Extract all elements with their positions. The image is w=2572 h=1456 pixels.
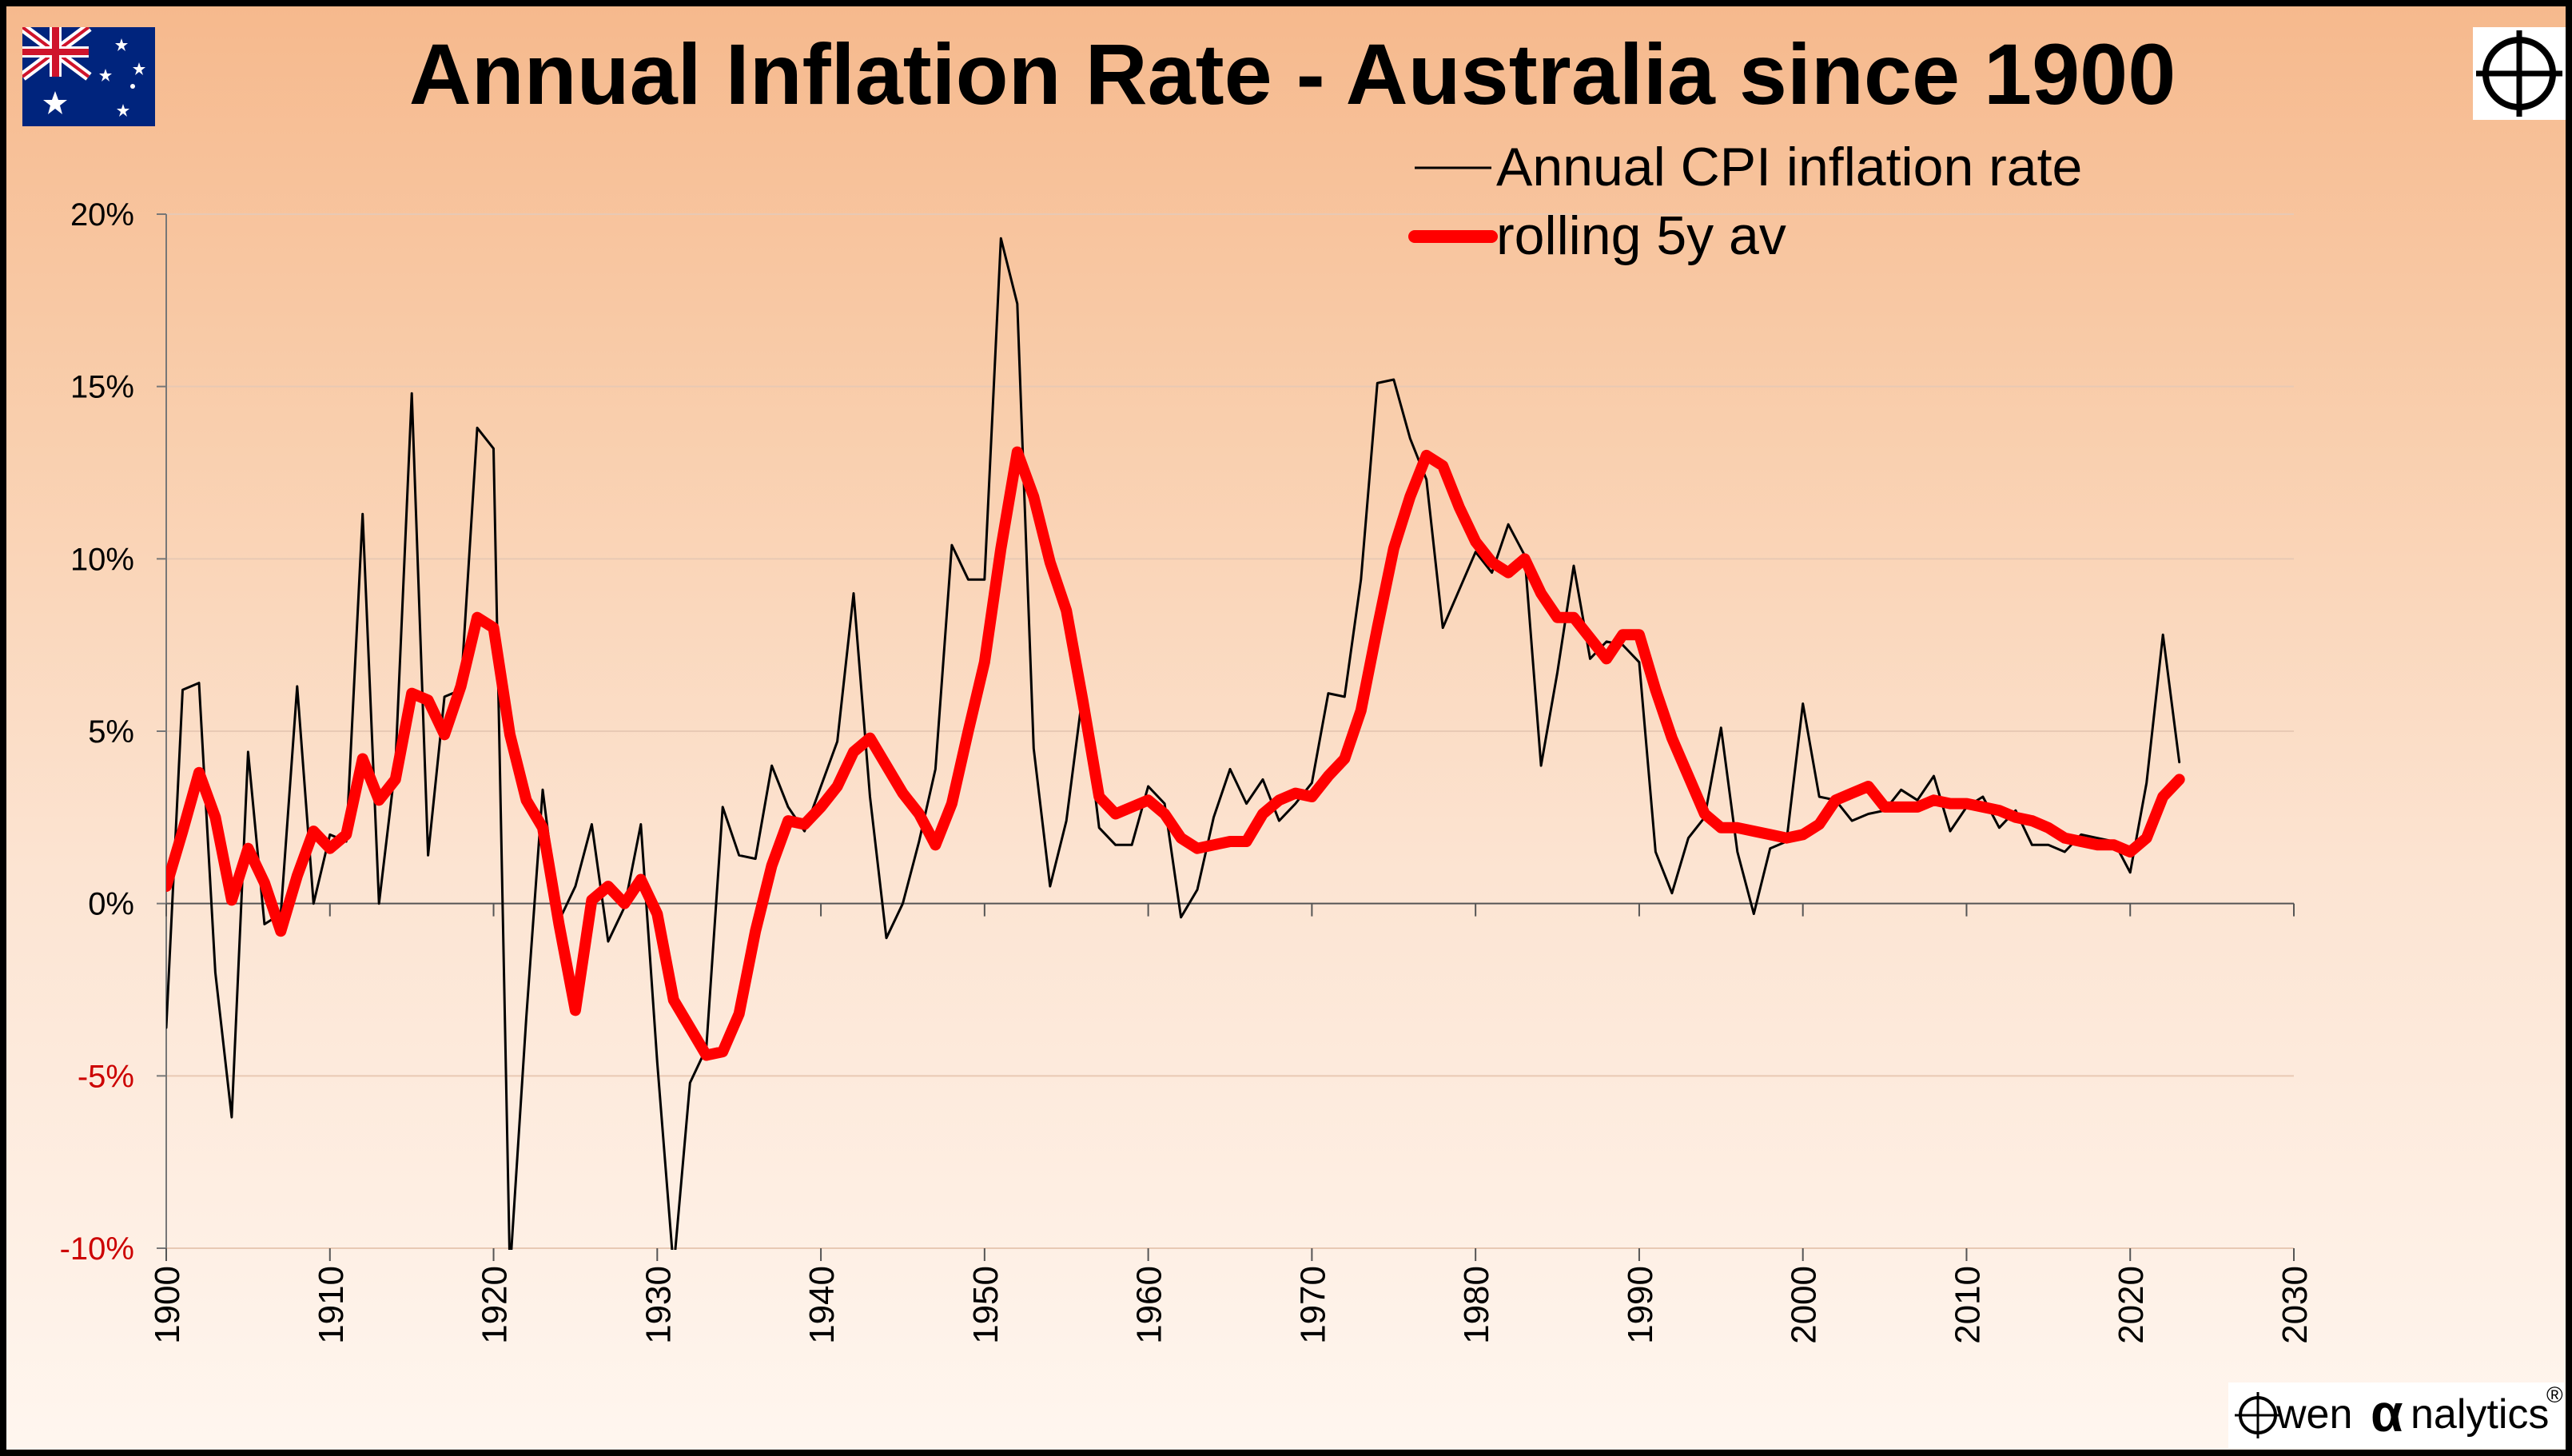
- x-tick-label: 1900: [148, 1266, 187, 1344]
- y-tick-label: 0%: [88, 887, 134, 922]
- x-tick-label: 1930: [639, 1266, 678, 1344]
- x-tick-label: 1910: [312, 1266, 351, 1344]
- x-tick-label: 1920: [476, 1266, 515, 1344]
- legend-label: rolling 5y av: [1496, 205, 1786, 266]
- y-tick-label: -10%: [60, 1231, 134, 1267]
- registered-mark: ®: [2546, 1382, 2563, 1407]
- x-tick-label: 1970: [1293, 1266, 1332, 1344]
- x-tick-label: 2010: [1948, 1266, 1987, 1344]
- line-chart: 20% 15% 10% 5% 0% -5% -10% 1900 1910 1920 1930 1940…: [60, 137, 2315, 1344]
- x-tick-label: 2030: [2275, 1266, 2315, 1344]
- x-tick-label: 1990: [1621, 1266, 1660, 1344]
- y-tick-label: 5%: [88, 714, 134, 750]
- x-tick-label: 1960: [1130, 1266, 1169, 1344]
- rolling-average-series-line: [166, 446, 2185, 1061]
- annual-cpi-series-line: [166, 237, 2181, 1250]
- australia-flag-icon: [22, 27, 155, 126]
- x-tick-label: 1950: [966, 1266, 1005, 1344]
- x-tick-label: 1980: [1457, 1266, 1496, 1344]
- brand-alpha: α: [2371, 1383, 2403, 1442]
- x-tick-label: 2000: [1785, 1266, 1824, 1344]
- brand-crosshair-icon: [2235, 1392, 2281, 1438]
- owen-analytics-watermark: wen α nalytics ®: [2228, 1382, 2564, 1448]
- x-tick-label: 2020: [2112, 1266, 2151, 1344]
- crosshair-circle-icon: [2473, 27, 2566, 120]
- y-tick-label: 20%: [70, 197, 134, 233]
- y-tick-label: 10%: [70, 542, 134, 577]
- x-tick-label: 1940: [802, 1266, 842, 1344]
- brand-text-right: nalytics: [2411, 1391, 2550, 1438]
- y-tick-label: 15%: [70, 370, 134, 405]
- y-tick-label: -5%: [78, 1059, 134, 1094]
- brand-text-left: wen: [2276, 1391, 2353, 1438]
- chart-title: Annual Inflation Rate - Australia since …: [408, 26, 2176, 122]
- legend-label: Annual CPI inflation rate: [1496, 137, 2082, 197]
